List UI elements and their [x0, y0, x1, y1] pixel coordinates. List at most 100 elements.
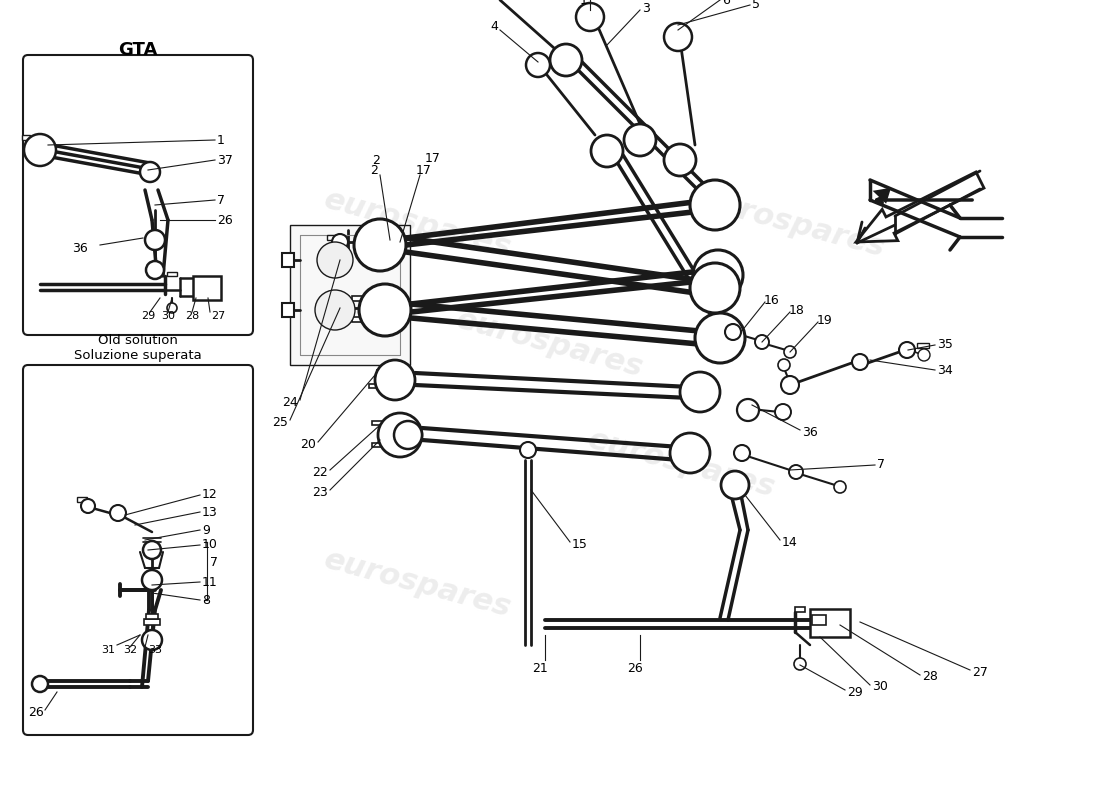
Circle shape [520, 442, 536, 458]
Bar [192, 276, 221, 300]
Text: 27: 27 [211, 311, 226, 321]
Text: 33: 33 [148, 645, 162, 655]
Circle shape [24, 134, 56, 166]
Text: 23: 23 [312, 486, 328, 498]
Text: 37: 37 [217, 154, 233, 166]
Text: eurospares: eurospares [585, 425, 779, 503]
Text: 3: 3 [642, 2, 650, 14]
Text: 24: 24 [283, 395, 298, 409]
Bar [282, 303, 294, 317]
Text: 21: 21 [532, 662, 548, 674]
Text: GTA: GTA [119, 41, 157, 59]
Text: 28: 28 [185, 311, 199, 321]
Text: 15: 15 [572, 538, 587, 550]
Circle shape [778, 359, 790, 371]
Circle shape [378, 413, 422, 457]
Circle shape [32, 676, 48, 692]
Circle shape [918, 349, 930, 361]
Text: 28: 28 [922, 670, 938, 683]
Circle shape [781, 376, 799, 394]
Bar [282, 253, 294, 267]
Bar [812, 615, 826, 625]
Text: 7: 7 [217, 194, 226, 206]
Circle shape [375, 360, 415, 400]
Circle shape [81, 499, 95, 513]
Circle shape [690, 180, 740, 230]
Circle shape [725, 324, 741, 340]
Bar [372, 443, 384, 447]
Text: 5: 5 [752, 0, 760, 10]
Circle shape [670, 433, 710, 473]
Circle shape [526, 53, 550, 77]
Circle shape [359, 284, 411, 336]
Circle shape [734, 445, 750, 461]
Bar [372, 421, 384, 425]
Circle shape [664, 23, 692, 51]
Text: 36: 36 [802, 426, 817, 438]
Circle shape [110, 505, 126, 521]
Text: 30: 30 [872, 681, 888, 694]
Bar [386, 445, 398, 449]
Text: 32: 32 [123, 645, 138, 655]
Bar [290, 225, 410, 365]
Circle shape [852, 354, 868, 370]
Circle shape [899, 342, 915, 358]
Text: 25: 25 [272, 415, 288, 429]
Circle shape [394, 421, 422, 449]
Circle shape [550, 44, 582, 76]
Text: Old solution: Old solution [98, 334, 178, 346]
Text: 26: 26 [627, 662, 642, 674]
Text: 8: 8 [202, 594, 210, 606]
FancyBboxPatch shape [23, 55, 253, 335]
Circle shape [737, 399, 759, 421]
Circle shape [784, 346, 796, 358]
Bar [77, 497, 87, 502]
Circle shape [145, 230, 165, 250]
Circle shape [167, 303, 177, 313]
Bar [352, 296, 366, 301]
Text: 19: 19 [817, 314, 833, 326]
Circle shape [693, 250, 742, 300]
Text: 17: 17 [416, 163, 432, 177]
Circle shape [794, 658, 806, 670]
Bar [144, 619, 159, 625]
Circle shape [834, 481, 846, 493]
Bar [327, 301, 337, 306]
Text: eurospares: eurospares [321, 185, 515, 263]
Bar [146, 614, 158, 619]
FancyBboxPatch shape [23, 365, 253, 735]
Circle shape [591, 135, 623, 167]
Text: Soluzione superata: Soluzione superata [74, 349, 202, 362]
Circle shape [140, 162, 159, 182]
Text: 14: 14 [782, 535, 797, 549]
Text: 2: 2 [372, 154, 379, 166]
Circle shape [680, 372, 720, 412]
Text: 6: 6 [722, 0, 730, 6]
Circle shape [690, 263, 740, 313]
Text: eurospares: eurospares [453, 305, 647, 383]
Bar [810, 609, 850, 637]
Circle shape [755, 335, 769, 349]
Bar [22, 135, 30, 140]
Circle shape [354, 219, 406, 271]
Text: 20: 20 [300, 438, 316, 451]
Circle shape [315, 290, 355, 330]
Text: 26: 26 [217, 214, 233, 226]
Text: 18: 18 [789, 303, 805, 317]
Circle shape [695, 313, 745, 363]
Text: 34: 34 [937, 363, 953, 377]
Circle shape [776, 404, 791, 420]
Circle shape [143, 541, 161, 559]
Text: 12: 12 [202, 489, 218, 502]
Circle shape [720, 471, 749, 499]
Bar [917, 343, 930, 348]
Circle shape [576, 3, 604, 31]
Text: 35: 35 [937, 338, 953, 351]
Bar [352, 317, 366, 322]
Text: eurospares: eurospares [321, 545, 515, 623]
Circle shape [332, 234, 348, 250]
Circle shape [332, 300, 348, 316]
Circle shape [142, 570, 162, 590]
Bar [795, 607, 805, 612]
Text: 7: 7 [210, 555, 218, 569]
